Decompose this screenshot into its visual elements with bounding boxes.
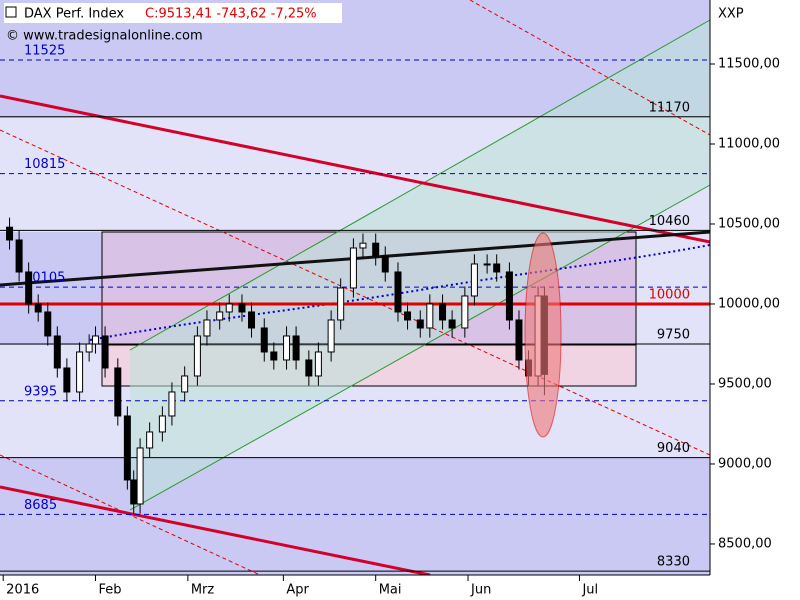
axis-panel <box>0 575 710 600</box>
x-tick-label: Jul <box>581 583 598 598</box>
candle-body <box>248 311 256 329</box>
candle-body <box>63 367 71 393</box>
candle-body <box>394 271 402 313</box>
level-label: 11525 <box>24 43 65 58</box>
candle-body <box>168 391 176 417</box>
title: DAX Perf. Index <box>24 7 124 22</box>
candle-body <box>337 287 345 321</box>
icon <box>5 6 17 18</box>
candle-body <box>292 335 300 361</box>
candle-body <box>493 263 501 273</box>
candle-body <box>136 447 144 505</box>
candle-body <box>44 311 52 337</box>
candle-body <box>130 479 138 505</box>
trend-line <box>0 94 711 244</box>
x-tick-label: Jun <box>470 583 491 598</box>
candle-body <box>359 242 367 249</box>
candle-body <box>416 319 424 329</box>
candle-body <box>238 303 246 313</box>
x-tick-label: Mai <box>379 583 402 598</box>
y-tick-label: 10000,00 <box>718 296 780 311</box>
candle-body <box>426 303 434 329</box>
candle-body <box>314 351 322 377</box>
axis-panel <box>710 0 800 600</box>
candle-body <box>381 255 389 273</box>
candle-body <box>25 271 33 305</box>
channel <box>130 20 710 510</box>
candle-body <box>260 327 268 353</box>
candle-body <box>461 295 469 329</box>
candle-body <box>439 303 447 321</box>
candle-body <box>193 335 201 377</box>
level-label: 10815 <box>24 157 65 172</box>
candle-body <box>225 303 233 313</box>
y-tick-label: 8500,00 <box>718 536 772 551</box>
level-label: 8330 <box>657 555 690 570</box>
channel-line <box>129 19 711 351</box>
candle-body <box>404 311 412 321</box>
candle-body <box>470 263 478 297</box>
candle-body <box>448 319 456 329</box>
symbol: XXP <box>718 7 744 22</box>
candle-body <box>203 319 211 337</box>
level-label: 10000 <box>649 287 690 302</box>
x-tick-label: Mrz <box>191 583 215 598</box>
y-tick-label: 11000,00 <box>718 136 780 151</box>
trend-line <box>0 485 431 577</box>
candle-body <box>505 271 513 321</box>
candle-body <box>92 335 100 345</box>
candle-body <box>270 351 278 361</box>
candle-body <box>114 367 122 417</box>
candle-body <box>34 303 42 313</box>
candle-body <box>327 319 335 353</box>
candle-body <box>483 263 491 266</box>
highlight <box>524 232 562 438</box>
candle-body <box>15 239 23 273</box>
candle-body <box>146 431 154 449</box>
candle-body <box>283 335 291 361</box>
candle-body <box>372 242 380 257</box>
source: © www.tradesignalonline.com <box>6 29 203 44</box>
candle-body <box>53 335 61 369</box>
moving-average <box>89 244 711 341</box>
x-tick-label: Feb <box>99 583 122 598</box>
level-label: 11170 <box>649 100 690 115</box>
candle-body <box>216 311 224 321</box>
x-tick-label: 2016 <box>6 583 39 598</box>
level-label: 9750 <box>657 327 690 342</box>
candle-body <box>181 375 189 393</box>
candle-body <box>515 319 523 361</box>
trend-line <box>469 0 711 136</box>
level-label: 8685 <box>24 498 57 513</box>
candle-body <box>6 226 14 241</box>
y-tick-label: 9500,00 <box>718 376 772 391</box>
level-label: 10105 <box>24 271 65 286</box>
quote: C:9513,41 -743,62 -7,25% <box>145 7 317 22</box>
candle-body <box>85 343 93 353</box>
candle-body <box>349 247 357 289</box>
level-label: 9395 <box>24 384 57 399</box>
y-tick-label: 11500,00 <box>718 56 780 71</box>
candle-body <box>158 415 166 433</box>
candle-body <box>305 359 313 377</box>
y-tick-label: 9000,00 <box>718 456 772 471</box>
level-label: 10460 <box>649 214 690 229</box>
candle-body <box>101 335 109 369</box>
candle-body <box>123 415 131 481</box>
title-box <box>4 3 342 23</box>
band <box>0 458 710 575</box>
level-label: 9040 <box>657 441 690 456</box>
x-tick-label: Apr <box>286 583 309 598</box>
candle-body <box>76 351 84 393</box>
y-tick-label: 10500,00 <box>718 216 780 231</box>
